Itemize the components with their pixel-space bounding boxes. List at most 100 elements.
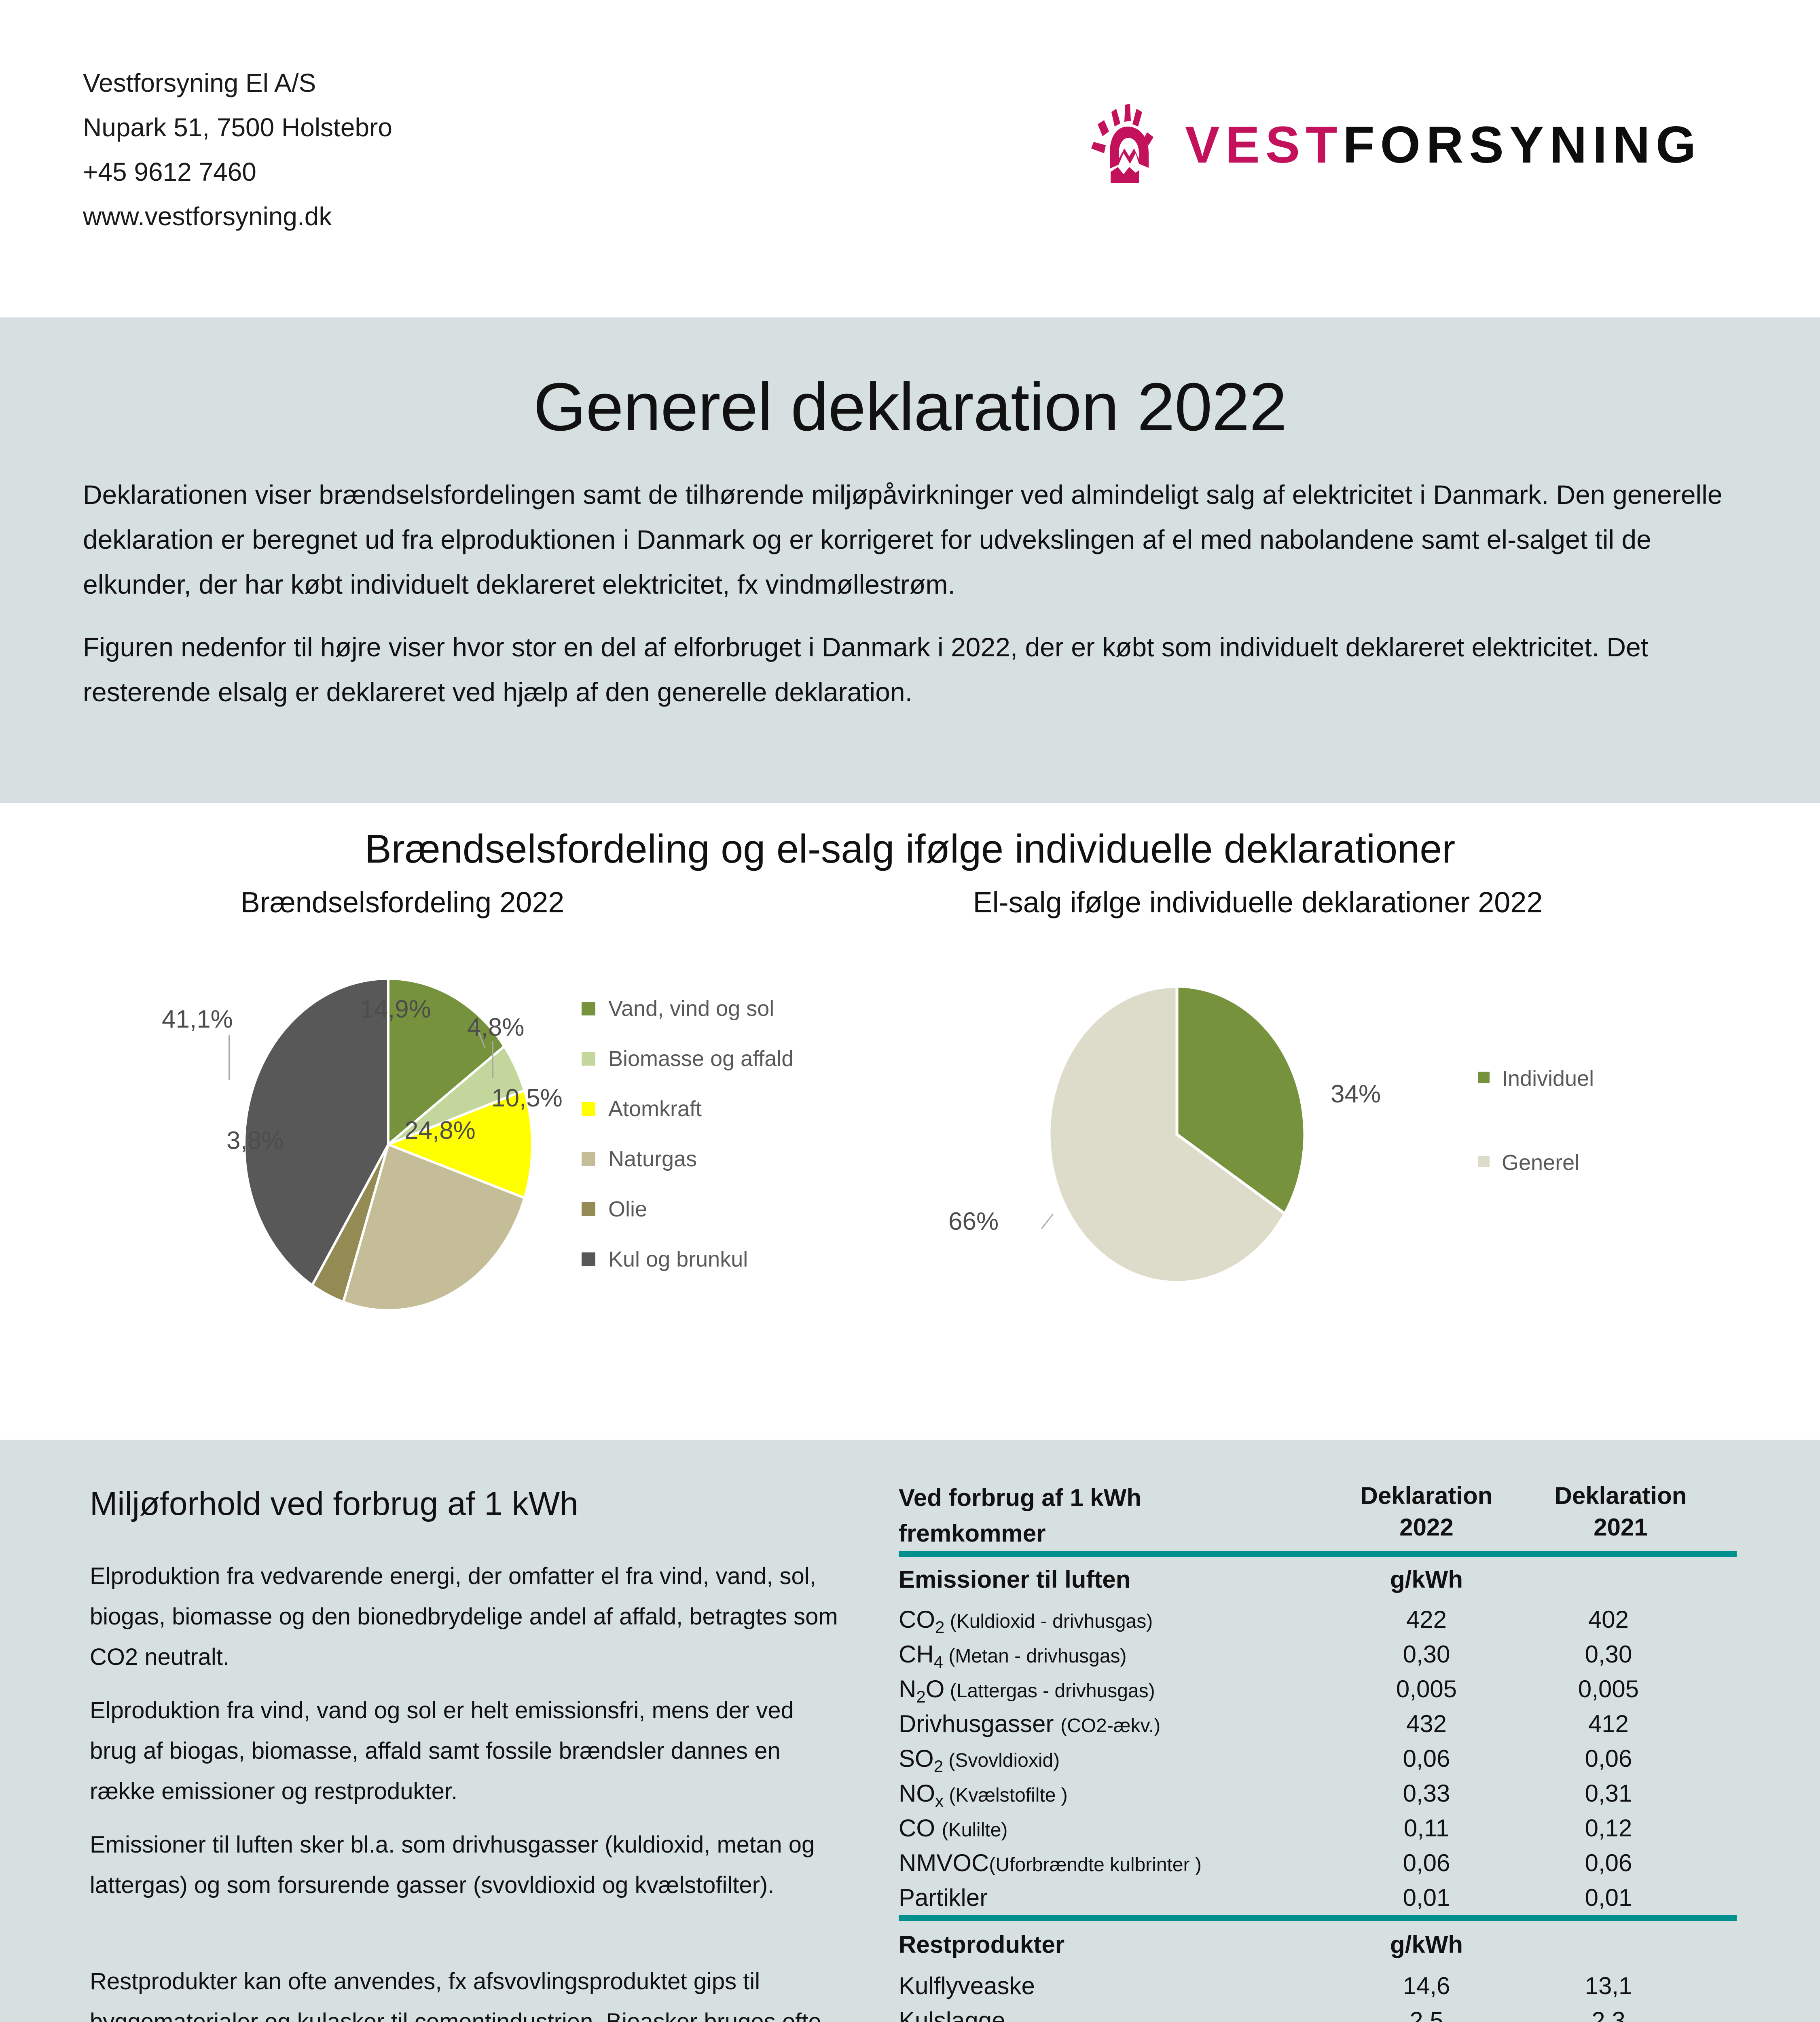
pie1-label-olie: 3,8% [226, 1127, 284, 1155]
section-title-emissions: Emissioner til luften [899, 1566, 1131, 1593]
table-cell-2022: 422 [1406, 1606, 1447, 1633]
legend-label-atomkraft: Atomkraft [608, 1097, 702, 1121]
table-row: NOx (Kvælstofilte ) 0,33 0,31 [899, 1776, 1737, 1811]
environment-heading: Miljøforhold ved forbrug af 1 kWh [90, 1485, 578, 1522]
page-title: Generel deklaration 2022 [533, 369, 1287, 445]
pie-slice-kul-og-brunkul [243, 977, 389, 1287]
table-cell-2022: 2,5 [1409, 2007, 1443, 2022]
pie1-leader-biomasse [492, 1041, 493, 1078]
environment-paragraph-2: Elproduktion fra vind, vand og sol er he… [90, 1697, 794, 1804]
pie-slice-naturgas [342, 1143, 526, 1311]
vestforsyning-logo: VESTFORSYNING [1088, 103, 1703, 184]
table-cell-2021: 2,3 [1591, 2007, 1625, 2022]
emission-rows: CO2 (Kuldioxid - drivhusgas) 422 402 CH4 (M… [899, 1602, 1737, 1915]
table-header-col2-line2: 2022 [1399, 1514, 1454, 1541]
table-header-col3-line1: Deklaration [1554, 1482, 1687, 1509]
table-row: NMVOC(Uforbrændte kulbrinter ) 0,06 0,06 [899, 1846, 1737, 1880]
legend-label-kul: Kul og brunkul [608, 1247, 748, 1271]
logo-word-vest: VEST [1185, 116, 1343, 174]
pie-fuel-mix-svg [243, 977, 533, 1311]
pie-chart-fuel-mix [243, 977, 534, 1312]
legend-label-biomasse: Biomasse og affald [608, 1047, 794, 1071]
company-name: Vestforsyning El A/S [83, 68, 316, 97]
table-cell-2021: 13,1 [1585, 1972, 1632, 1999]
pie2-label-individuel: 34% [1331, 1080, 1381, 1108]
intro-band: Generel deklaration 2022 Deklarationen v… [0, 317, 1820, 803]
environment-paragraph-3: Emissioner til luften sker bl.a. som dri… [90, 1832, 815, 1898]
legend-swatch-individuel [1478, 1072, 1490, 1083]
table-row: CH4 (Metan - drivhusgas) 0,30 0,30 [899, 1637, 1737, 1672]
page-header: Vestforsyning El A/S Nupark 51, 7500 Hol… [0, 0, 1820, 317]
pie1-leader-kul [229, 1035, 230, 1080]
intro-paragraph-1: Deklarationen viser brændselsfordelingen… [83, 480, 1723, 599]
logo-wordmark: VESTFORSYNING [1185, 119, 1701, 171]
residue-rows: Kulflyveaske14,613,1Kulslagge2,52,3Afsvo… [899, 1969, 1737, 2022]
table-cell-2021: 0,06 [1585, 1849, 1632, 1876]
section-unit-emissions: g/kWh [1390, 1566, 1463, 1593]
charts-section: Brændselsfordeling og el-salg ifølge ind… [0, 803, 1820, 1440]
legend-swatch-naturgas [582, 1152, 595, 1166]
table-header-col3-line2: 2021 [1594, 1514, 1648, 1541]
pie-chart-elsalg [1048, 985, 1306, 1284]
table-rule-top [899, 1551, 1737, 1557]
pie-elsalg-svg [1048, 985, 1306, 1284]
pie1-label-kul: 41,1% [162, 1005, 233, 1033]
table-cell-2021: 402 [1588, 1606, 1629, 1633]
section-title-residues: Restprodukter [899, 1931, 1065, 1958]
table-row: SO2 (Svovldioxid) 0,06 0,06 [899, 1741, 1737, 1776]
logo-word-forsyning: FORSYNING [1343, 116, 1702, 174]
table-row: CO (Kulilte) 0,11 0,12 [899, 1811, 1737, 1846]
table-cell-2022: 0,11 [1403, 1815, 1450, 1842]
table-cell-label: NOx (Kvælstofilte ) [899, 1780, 1068, 1810]
table-cell-2022: 0,30 [1403, 1641, 1450, 1668]
legend-swatch-vand [582, 1002, 595, 1015]
table-cell-2022: 0,06 [1403, 1745, 1450, 1772]
table-cell-label: NMVOC(Uforbrændte kulbrinter ) [899, 1849, 1202, 1876]
table-section-emissions-header: Emissioner til luften g/kWh [899, 1557, 1737, 1602]
table-row: Kulflyveaske 14,6 13,1 [899, 1969, 1737, 2003]
table-cell-label: Drivhusgasser (CO2-ækv.) [899, 1710, 1161, 1737]
legend-label-vand: Vand, vind og sol [608, 996, 775, 1021]
intro-paragraph-2: Figuren nedenfor til højre viser hvor st… [83, 632, 1649, 707]
table-rule-middle [899, 1915, 1737, 1921]
table-cell-2022: 0,005 [1396, 1675, 1457, 1703]
table-row: Kulslagge 2,5 2,3 [899, 2003, 1737, 2022]
pie-slice-atomkraft [385, 1089, 533, 1200]
table-cell-2022: 0,01 [1403, 1884, 1450, 1911]
table-cell-2021: 0,31 [1585, 1780, 1632, 1807]
legend-swatch-generel [1478, 1156, 1490, 1167]
company-address-block: Vestforsyning El A/S Nupark 51, 7500 Hol… [83, 61, 392, 239]
table-row: Drivhusgasser (CO2-ækv.) 432 412 [899, 1707, 1737, 1741]
company-website: www.vestforsyning.dk [83, 202, 332, 231]
pie1-label-naturgas: 24,8% [404, 1117, 476, 1144]
pie2-label-generel: 66% [948, 1208, 999, 1235]
table-cell-2021: 0,005 [1578, 1675, 1639, 1703]
declaration-table: Ved forbrug af 1 kWh fremkommer Deklarat… [899, 1480, 1737, 2022]
legend-swatch-olie [582, 1202, 595, 1216]
table-cell-label: CO (Kulilte) [899, 1815, 1008, 1842]
legend-label-olie: Olie [608, 1197, 648, 1221]
table-cell-label: Partikler [899, 1884, 988, 1911]
environment-band: Miljøforhold ved forbrug af 1 kWh Elprod… [0, 1440, 1820, 2022]
table-cell-label: Kulflyveaske [899, 1972, 1035, 1999]
pie-chart-elsalg-legend: Individuel Generel [1478, 1066, 1721, 1175]
table-cell-2022: 432 [1406, 1710, 1447, 1737]
pie-chart-fuel-mix-legend: Vand, vind og sol Biomasse og affald Ato… [582, 996, 905, 1270]
company-street: Nupark 51, 7500 Holstebro [83, 113, 392, 142]
table-cell-2022: 0,06 [1403, 1849, 1450, 1876]
environment-paragraph-4: Restprodukter kan ofte anvendes, fx afsv… [90, 1968, 821, 2022]
section-unit-residues: g/kWh [1390, 1931, 1463, 1958]
legend-swatch-biomasse [582, 1052, 595, 1066]
legend-label-individuel: Individuel [1502, 1066, 1594, 1091]
chart-title-elsalg: El-salg ifølge individuelle deklaratione… [973, 886, 1543, 919]
table-header-col2-line1: Deklaration [1360, 1482, 1493, 1509]
table-section-residues-header: Restprodukter g/kWh [899, 1921, 1737, 1969]
environment-paragraph-1: Elproduktion fra vedvarende energi, der … [90, 1563, 838, 1670]
legend-label-generel: Generel [1502, 1151, 1580, 1175]
table-header-col1-line2: fremkommer [899, 1520, 1046, 1547]
table-cell-2022: 0,33 [1403, 1780, 1450, 1807]
pie1-label-vand: 14,9% [360, 995, 431, 1023]
table-cell-2022: 14,6 [1403, 1972, 1450, 1999]
legend-swatch-kul [582, 1252, 595, 1266]
